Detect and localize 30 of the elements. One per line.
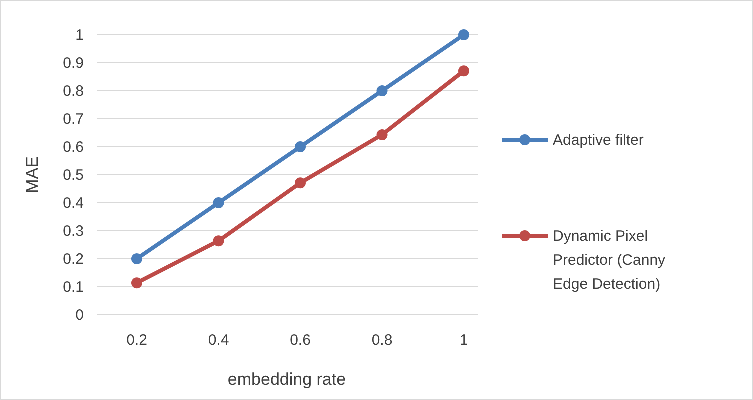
legend-label: Dynamic Pixel Predictor (Canny Edge Detection) (553, 228, 666, 293)
x-tick-label: 1 (460, 332, 468, 349)
y-tick-label: 1 (76, 27, 84, 44)
x-tick-label: 0.6 (290, 332, 311, 349)
y-tick-label: 0.8 (63, 83, 84, 100)
point (213, 198, 224, 208)
y-tick-label: 0.9 (63, 55, 84, 72)
y-tick-label: 0.5 (63, 167, 84, 184)
point (295, 178, 306, 189)
point (132, 278, 142, 289)
point (132, 254, 142, 264)
x-axis-title: embedding rate (228, 370, 346, 389)
y-axis-title: MAE (23, 156, 42, 194)
y-tick-label: 0.6 (63, 139, 84, 156)
point (458, 66, 470, 77)
y-tick-label: 0.3 (63, 223, 84, 240)
y-tick-label: 0 (76, 307, 84, 324)
y-tick-label: 0.2 (63, 251, 84, 268)
legend-label: Adaptive filter (553, 132, 644, 149)
y-tick-label: 0.4 (63, 195, 84, 212)
x-tick-label: 0.2 (126, 332, 148, 349)
point (376, 86, 388, 96)
point (295, 142, 306, 152)
x-tick-label: 0.8 (372, 332, 393, 349)
point (458, 30, 470, 40)
x-tick-label: 0.4 (208, 332, 230, 349)
point (376, 129, 388, 140)
y-tick-label: 0.7 (63, 111, 84, 128)
point (213, 236, 224, 247)
y-tick-label: 0.1 (63, 279, 84, 296)
